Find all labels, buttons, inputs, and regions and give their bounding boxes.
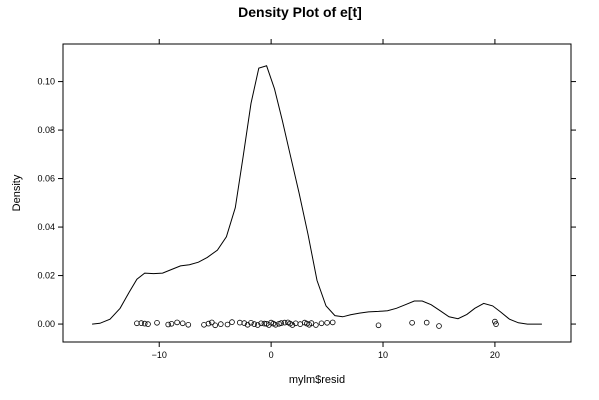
rug-point xyxy=(254,322,261,328)
chart-title: Density Plot of e[t] xyxy=(238,4,362,20)
rug-point xyxy=(141,320,148,327)
rug-point xyxy=(218,321,224,327)
rug-point xyxy=(313,322,319,328)
rug-point xyxy=(308,320,315,326)
y-tick-label: 0.04 xyxy=(37,222,55,232)
y-tick-label: 0.08 xyxy=(37,125,55,135)
rug-point xyxy=(318,320,325,327)
rug-point xyxy=(212,322,219,329)
rug-point xyxy=(278,320,285,326)
rug-point xyxy=(179,320,186,327)
rug-point xyxy=(174,319,180,326)
series-layer xyxy=(92,65,542,329)
x-axis-ticks: −10 0 10 20 xyxy=(152,39,500,360)
rug-point xyxy=(165,321,172,328)
rug-point xyxy=(329,319,336,326)
rug-point xyxy=(154,319,160,326)
rug-point xyxy=(248,319,254,326)
rug-point xyxy=(145,321,151,327)
density-line xyxy=(92,65,542,325)
x-tick-label: 0 xyxy=(269,350,274,360)
y-tick-label: 0.02 xyxy=(37,271,55,281)
rug-point xyxy=(209,319,215,326)
rug-point xyxy=(185,321,192,328)
y-tick-label: 0.00 xyxy=(37,319,55,329)
rug-point xyxy=(237,319,243,326)
rug-point xyxy=(423,319,430,326)
rug-point xyxy=(205,320,212,327)
rug-point xyxy=(492,318,498,325)
x-tick-label: −10 xyxy=(152,350,167,360)
rug-point xyxy=(229,319,235,325)
y-axis-label: Density xyxy=(11,174,23,211)
rug-point xyxy=(251,321,258,327)
rug-point xyxy=(375,322,382,329)
rug-point xyxy=(409,319,415,326)
rug-point xyxy=(289,322,296,328)
rug-point xyxy=(324,319,330,326)
x-axis-label: mylm$resid xyxy=(289,374,345,386)
rug-point xyxy=(201,321,207,328)
rug-point xyxy=(241,320,248,326)
rug-point xyxy=(224,321,231,328)
x-tick-label: 10 xyxy=(378,350,388,360)
y-axis-ticks: 0.00 0.02 0.04 0.06 0.08 0.10 xyxy=(37,77,576,329)
rug-point xyxy=(168,320,175,327)
rug-point xyxy=(272,321,279,328)
rug-point xyxy=(138,320,145,326)
y-tick-label: 0.10 xyxy=(37,77,55,87)
rug-point xyxy=(493,321,499,327)
y-tick-label: 0.06 xyxy=(37,174,55,184)
x-tick-label: 20 xyxy=(490,350,500,360)
rug-point xyxy=(297,321,304,327)
rug-point xyxy=(258,320,264,327)
rug-point xyxy=(436,323,442,329)
plot-frame xyxy=(62,43,572,343)
rug-point xyxy=(281,319,288,326)
